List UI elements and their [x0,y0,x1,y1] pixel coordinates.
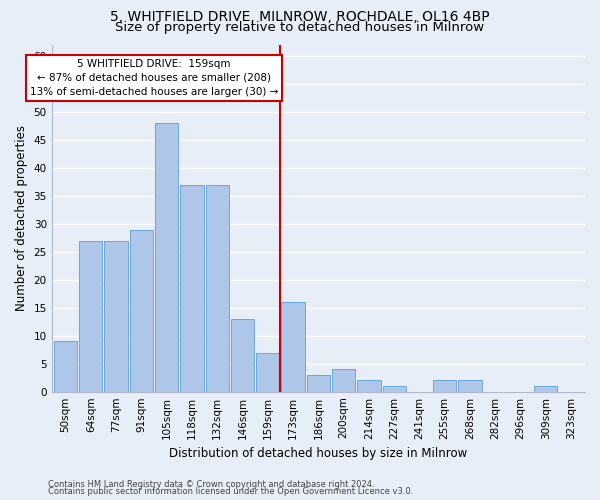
Bar [206,185,229,392]
Bar [383,386,406,392]
Bar [130,230,153,392]
Bar [307,375,330,392]
Text: Contains HM Land Registry data © Crown copyright and database right 2024.: Contains HM Land Registry data © Crown c… [48,480,374,489]
Text: Size of property relative to detached houses in Milnrow: Size of property relative to detached ho… [115,21,485,34]
Bar [256,352,280,392]
Bar [79,240,103,392]
Bar [104,240,128,392]
Bar [332,370,355,392]
Bar [433,380,457,392]
Y-axis label: Number of detached properties: Number of detached properties [15,126,28,312]
Bar [534,386,557,392]
Bar [357,380,380,392]
X-axis label: Distribution of detached houses by size in Milnrow: Distribution of detached houses by size … [169,447,467,460]
Text: 5 WHITFIELD DRIVE:  159sqm
← 87% of detached houses are smaller (208)
13% of sem: 5 WHITFIELD DRIVE: 159sqm ← 87% of detac… [30,59,278,97]
Bar [54,342,77,392]
Bar [231,319,254,392]
Text: 5, WHITFIELD DRIVE, MILNROW, ROCHDALE, OL16 4BP: 5, WHITFIELD DRIVE, MILNROW, ROCHDALE, O… [110,10,490,24]
Bar [458,380,482,392]
Text: Contains public sector information licensed under the Open Government Licence v3: Contains public sector information licen… [48,487,413,496]
Bar [281,302,305,392]
Bar [155,124,178,392]
Bar [181,185,203,392]
